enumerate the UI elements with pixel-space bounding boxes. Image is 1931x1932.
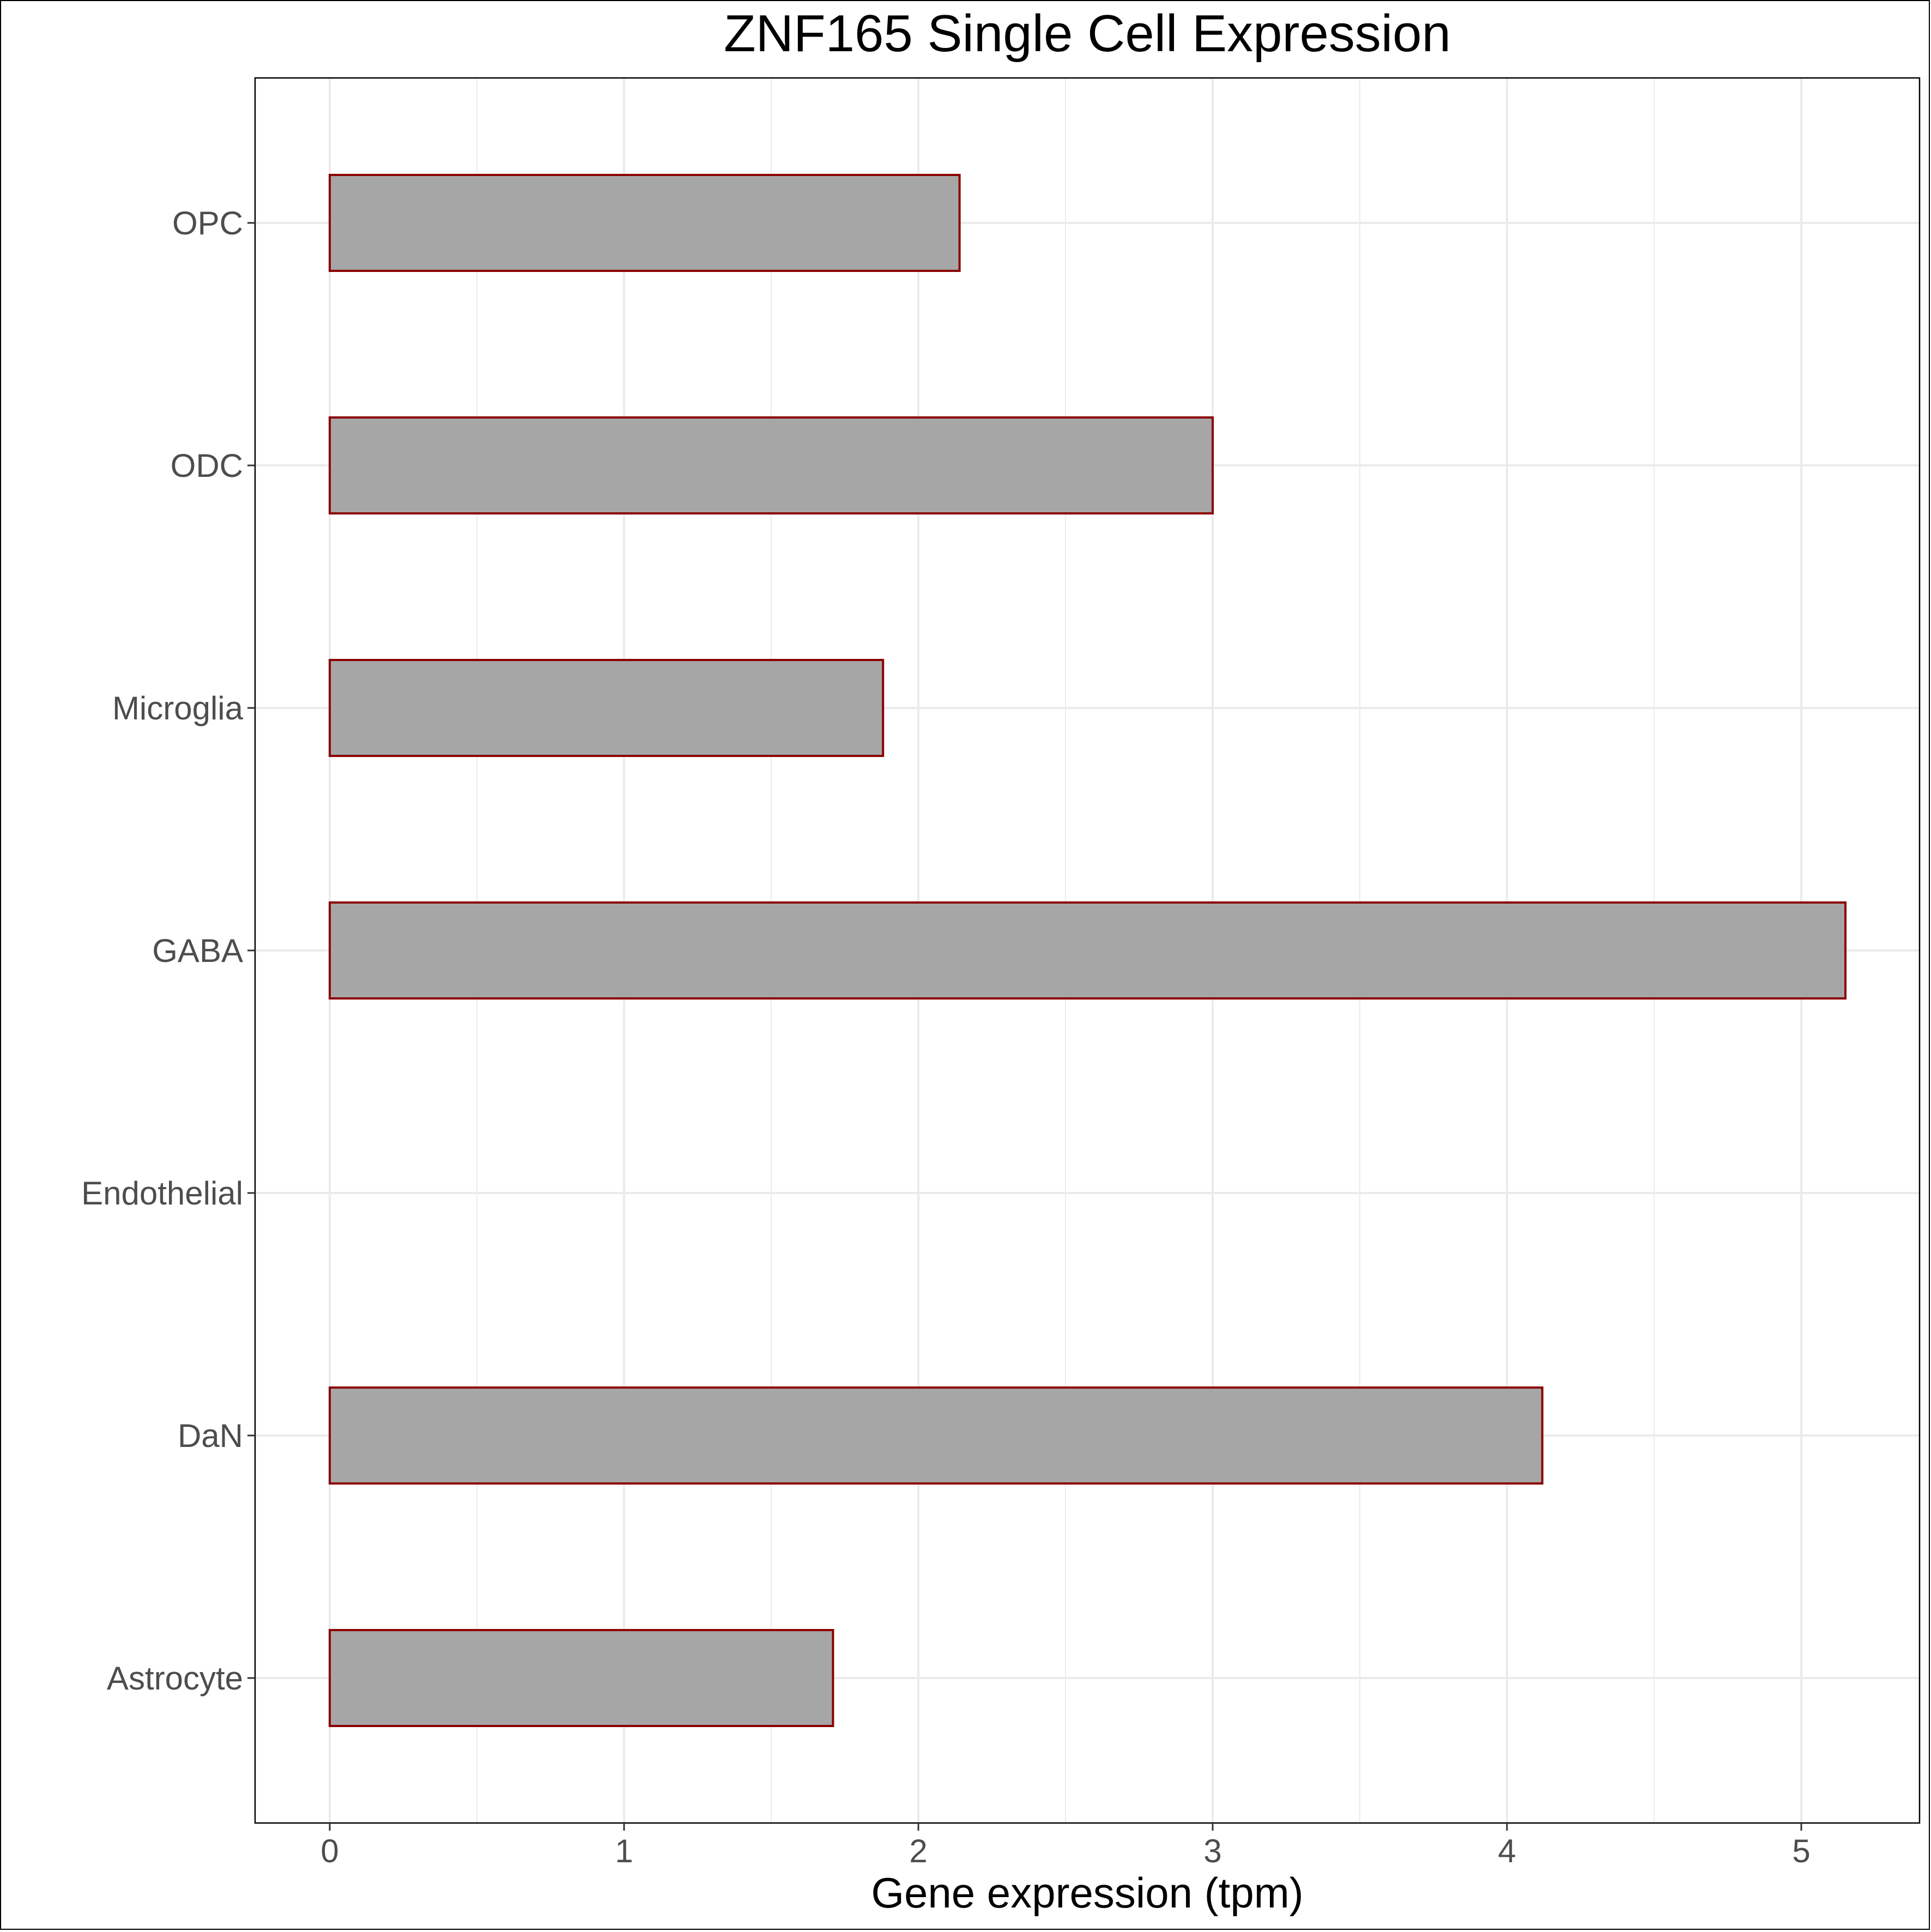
- axis-ticks: Astrocyte DaN Endothelial GABA Microglia ODC O…: [81, 205, 1811, 1869]
- bars: [329, 174, 1847, 1727]
- bar-odc: [329, 416, 1214, 514]
- x-tick-label: 5: [1792, 1833, 1810, 1869]
- y-tick-label: OPC: [172, 205, 243, 241]
- y-tick-label: DaN: [178, 1418, 243, 1454]
- x-tick-label: 1: [615, 1833, 633, 1869]
- x-tick-label: 4: [1498, 1833, 1516, 1869]
- y-tick-label: ODC: [171, 447, 243, 484]
- bar-gaba: [329, 901, 1847, 1000]
- bar-opc: [329, 174, 961, 272]
- bar-dan: [329, 1386, 1543, 1485]
- y-tick-label: Astrocyte: [107, 1660, 243, 1697]
- x-tick-label: 0: [320, 1833, 338, 1869]
- y-tick-label: Microglia: [112, 690, 244, 726]
- bar-microglia: [329, 659, 885, 757]
- y-tick-label: Endothelial: [81, 1175, 243, 1212]
- chart-title: ZNF165 Single Cell Expression: [724, 4, 1451, 63]
- x-tick-label: 2: [909, 1833, 927, 1869]
- x-tick-label: 3: [1203, 1833, 1221, 1869]
- y-tick-label: GABA: [152, 932, 243, 969]
- x-axis-label: Gene expression (tpm): [871, 1869, 1303, 1917]
- bar-astrocyte: [329, 1629, 834, 1727]
